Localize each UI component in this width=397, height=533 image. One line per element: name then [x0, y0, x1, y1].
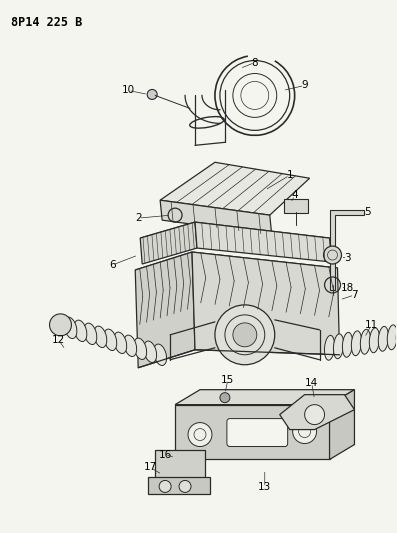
- Ellipse shape: [144, 341, 156, 362]
- Text: 10: 10: [122, 85, 135, 95]
- Polygon shape: [140, 222, 330, 255]
- Circle shape: [324, 246, 341, 264]
- Text: 15: 15: [221, 375, 235, 385]
- Polygon shape: [195, 222, 331, 262]
- Ellipse shape: [114, 332, 127, 353]
- Circle shape: [293, 419, 316, 443]
- Text: 14: 14: [305, 378, 318, 387]
- Circle shape: [233, 323, 257, 347]
- FancyBboxPatch shape: [284, 199, 308, 213]
- Polygon shape: [160, 162, 310, 215]
- Ellipse shape: [124, 335, 137, 357]
- Ellipse shape: [84, 323, 97, 344]
- Text: 4: 4: [291, 190, 298, 200]
- Ellipse shape: [396, 324, 397, 348]
- Polygon shape: [330, 210, 364, 290]
- Polygon shape: [155, 449, 205, 480]
- Text: 16: 16: [158, 449, 172, 459]
- Text: 12: 12: [52, 335, 65, 345]
- Circle shape: [159, 480, 171, 492]
- Text: 6: 6: [109, 260, 116, 270]
- Polygon shape: [330, 390, 355, 459]
- Text: 18: 18: [341, 283, 354, 293]
- Polygon shape: [160, 200, 272, 235]
- Ellipse shape: [369, 328, 380, 353]
- Text: 5: 5: [364, 207, 371, 217]
- Polygon shape: [175, 390, 355, 405]
- Text: 3: 3: [344, 253, 351, 263]
- Text: 8: 8: [251, 58, 258, 68]
- Polygon shape: [135, 252, 337, 288]
- FancyBboxPatch shape: [227, 418, 288, 447]
- Circle shape: [179, 480, 191, 492]
- Polygon shape: [135, 252, 195, 368]
- Polygon shape: [148, 478, 210, 495]
- Polygon shape: [192, 252, 339, 355]
- Text: 1: 1: [286, 170, 293, 180]
- Circle shape: [220, 393, 230, 402]
- Circle shape: [147, 90, 157, 100]
- Text: 2: 2: [135, 213, 141, 223]
- Ellipse shape: [378, 326, 388, 351]
- Circle shape: [215, 305, 275, 365]
- Ellipse shape: [387, 325, 397, 350]
- Circle shape: [188, 423, 212, 447]
- Ellipse shape: [134, 338, 146, 359]
- Text: 7: 7: [351, 290, 358, 300]
- Text: 17: 17: [144, 463, 157, 472]
- Text: 13: 13: [258, 482, 272, 492]
- Ellipse shape: [104, 329, 117, 351]
- Ellipse shape: [342, 333, 353, 357]
- Circle shape: [50, 314, 71, 336]
- Ellipse shape: [74, 320, 87, 342]
- Circle shape: [304, 405, 325, 425]
- Ellipse shape: [360, 329, 370, 354]
- Text: 11: 11: [365, 320, 378, 330]
- Polygon shape: [175, 405, 330, 459]
- Polygon shape: [280, 394, 355, 430]
- Ellipse shape: [324, 335, 335, 360]
- Ellipse shape: [64, 317, 77, 338]
- Ellipse shape: [333, 334, 343, 359]
- Ellipse shape: [351, 331, 362, 356]
- Text: 8P14 225 B: 8P14 225 B: [11, 15, 82, 29]
- Text: 9: 9: [301, 80, 308, 91]
- Ellipse shape: [154, 344, 167, 366]
- Polygon shape: [140, 222, 197, 264]
- Ellipse shape: [94, 326, 107, 348]
